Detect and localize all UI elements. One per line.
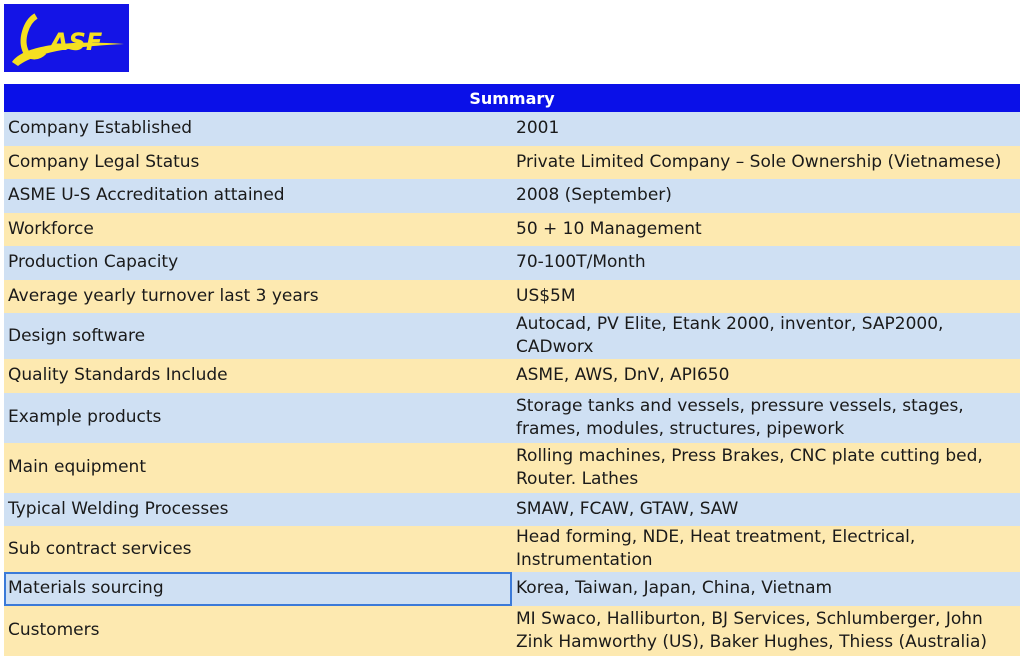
row-value[interactable]: 2008 (September) bbox=[512, 179, 1020, 213]
logo-text: ASF bbox=[48, 28, 103, 56]
row-label[interactable]: Typical Welding Processes bbox=[4, 492, 512, 526]
row-label[interactable]: Average yearly turnover last 3 years bbox=[4, 279, 512, 313]
row-value[interactable]: 2001 bbox=[512, 112, 1020, 146]
company-logo: ASF bbox=[4, 4, 129, 72]
row-label[interactable]: Workforce bbox=[4, 212, 512, 246]
row-label[interactable]: Quality Standards Include bbox=[4, 359, 512, 393]
row-value[interactable]: Autocad, PV Elite, Etank 2000, inventor,… bbox=[512, 313, 1020, 359]
row-value[interactable]: Storage tanks and vessels, pressure vess… bbox=[512, 392, 1020, 443]
logo-graphic: ASF bbox=[4, 4, 129, 72]
row-value[interactable]: Head forming, NDE, Heat treatment, Elect… bbox=[512, 526, 1020, 572]
row-label[interactable]: Company Established bbox=[4, 112, 512, 146]
row-label[interactable]: Company Legal Status bbox=[4, 145, 512, 179]
row-label[interactable]: Customers bbox=[4, 605, 512, 656]
summary-table: Summary Company Established 2001 Company … bbox=[4, 84, 1020, 656]
row-value[interactable]: ASME, AWS, DnV, API650 bbox=[512, 359, 1020, 393]
row-label[interactable]: ASME U-S Accreditation attained bbox=[4, 179, 512, 213]
row-value[interactable]: MI Swaco, Halliburton, BJ Services, Schl… bbox=[512, 605, 1020, 656]
row-label[interactable]: Production Capacity bbox=[4, 246, 512, 280]
row-value[interactable]: Private Limited Company – Sole Ownership… bbox=[512, 145, 1020, 179]
row-label[interactable]: Main equipment bbox=[4, 442, 512, 493]
row-value[interactable]: Rolling machines, Press Brakes, CNC plat… bbox=[512, 442, 1020, 493]
summary-header: Summary bbox=[4, 84, 1020, 112]
row-label[interactable]: Example products bbox=[4, 392, 512, 443]
row-label[interactable]: Design software bbox=[4, 313, 512, 359]
row-label-selected[interactable]: Materials sourcing bbox=[4, 572, 512, 606]
row-value[interactable]: US$5M bbox=[512, 279, 1020, 313]
row-value[interactable]: SMAW, FCAW, GTAW, SAW bbox=[512, 492, 1020, 526]
row-value[interactable]: 50 + 10 Management bbox=[512, 212, 1020, 246]
row-value[interactable]: Korea, Taiwan, Japan, China, Vietnam bbox=[512, 572, 1020, 606]
row-value[interactable]: 70-100T/Month bbox=[512, 246, 1020, 280]
row-label[interactable]: Sub contract services bbox=[4, 526, 512, 572]
